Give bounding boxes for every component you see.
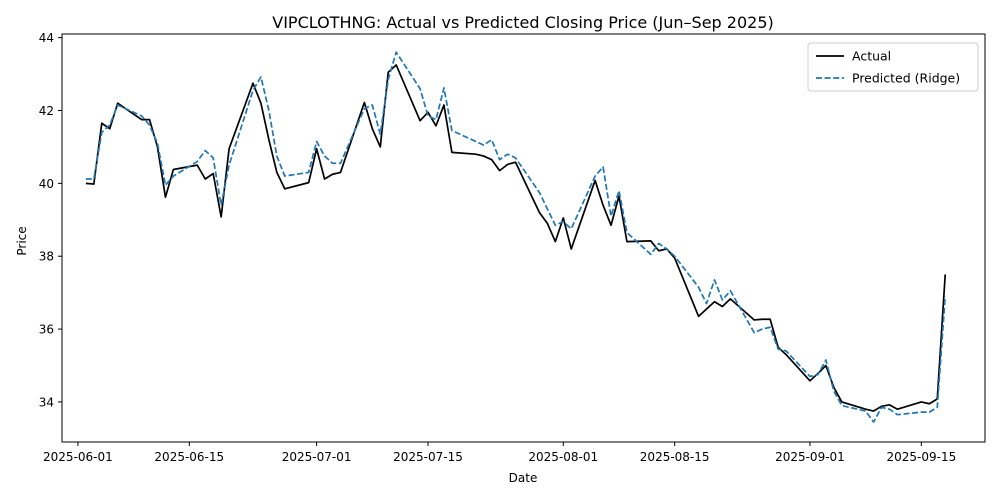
- y-tick-label: 40: [39, 177, 54, 191]
- x-tick-label: 2025-07-01: [282, 450, 352, 464]
- plot-frame: [61, 33, 986, 443]
- x-axis: 2025-06-01 2025-06-15 2025-07-01 2025-07-15…: [43, 442, 956, 464]
- legend: Actual Predicted (Ridge): [807, 42, 979, 92]
- y-axis-title: Price: [15, 226, 29, 255]
- x-tick-label: 2025-08-15: [640, 450, 710, 464]
- legend-label: Actual: [852, 49, 891, 64]
- series-line-actual: [85, 64, 947, 412]
- x-axis-title: Date: [509, 471, 538, 485]
- y-tick-label: 34: [39, 395, 54, 409]
- legend-label: Predicted (Ridge): [852, 71, 960, 86]
- y-tick-label: 44: [39, 31, 54, 45]
- x-tick-label: 2025-08-01: [528, 450, 598, 464]
- y-tick-label: 38: [39, 250, 54, 264]
- x-tick-label: 2025-07-15: [393, 450, 463, 464]
- y-tick-label: 36: [39, 323, 54, 337]
- series-line-predicted-ridge: [85, 51, 947, 423]
- x-tick-label: 2025-09-15: [886, 450, 956, 464]
- series-layer: [85, 51, 947, 423]
- x-tick-label: 2025-09-01: [775, 450, 845, 464]
- y-tick-label: 42: [39, 104, 54, 118]
- y-axis: 34 36 38 40 42 44: [39, 31, 62, 409]
- x-tick-label: 2025-06-15: [154, 450, 224, 464]
- x-tick-label: 2025-06-01: [43, 450, 113, 464]
- chart-title: VIPCLOTHNG: Actual vs Predicted Closing …: [272, 13, 774, 32]
- legend-box: [807, 42, 979, 92]
